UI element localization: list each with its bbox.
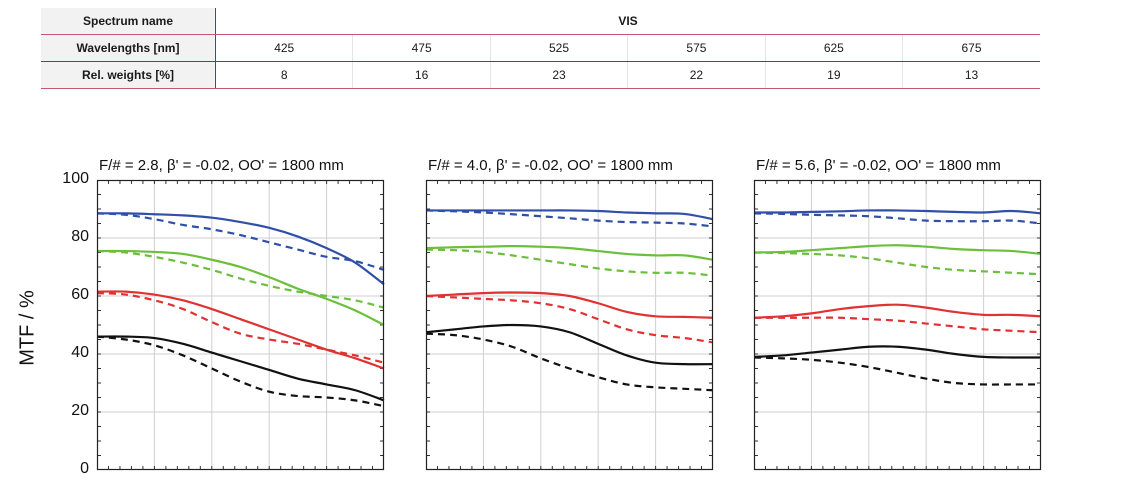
series-line-blue-solid bbox=[96, 212, 385, 286]
plot-frame bbox=[753, 179, 1042, 471]
spectrum-table-body: Spectrum name VIS Wavelengths [nm] 425 475 52… bbox=[41, 8, 1040, 89]
series-line-black-dashed bbox=[96, 335, 385, 408]
series-line-blue-dashed bbox=[753, 212, 1042, 225]
series-line-red-solid bbox=[425, 291, 714, 319]
series-line-green-solid bbox=[753, 244, 1042, 256]
series-line-green-solid bbox=[96, 249, 385, 326]
table-row: Rel. weights [%] 8 16 23 22 19 13 bbox=[41, 61, 1040, 89]
series-line-black-dashed bbox=[753, 356, 1041, 386]
table-row: Wavelengths [nm] 425 475 525 575 625 675 bbox=[41, 34, 1040, 62]
table-row: Spectrum name VIS bbox=[41, 8, 1040, 35]
series-line-black-dashed bbox=[425, 332, 714, 392]
series-line-red-dashed bbox=[96, 292, 385, 364]
spectrum-table: Spectrum name VIS Wavelengths [nm] 425 475 52… bbox=[41, 8, 1040, 89]
y-tick-label: 0 bbox=[80, 460, 89, 477]
series-line-red-solid bbox=[96, 290, 385, 370]
table-cell: VIS bbox=[215, 8, 1040, 35]
table-cell: 23 bbox=[490, 61, 629, 89]
series-line-red-solid bbox=[753, 303, 1042, 319]
plot-frame bbox=[96, 179, 385, 471]
series-line-red-dashed bbox=[425, 294, 714, 344]
series-line-blue-solid bbox=[753, 209, 1042, 215]
y-tick-label: 100 bbox=[62, 170, 89, 187]
table-cell: 8 bbox=[215, 61, 354, 89]
series-line-green-dashed bbox=[96, 249, 385, 309]
y-tick-label: 20 bbox=[71, 402, 89, 419]
table-cell: 13 bbox=[902, 61, 1040, 89]
mtf-chart bbox=[753, 179, 1042, 471]
plot-frame bbox=[425, 179, 714, 471]
series-line-black-solid bbox=[425, 323, 714, 366]
table-cell: 675 bbox=[902, 34, 1040, 62]
series-line-blue-solid bbox=[426, 209, 714, 221]
table-cell: 425 bbox=[215, 34, 354, 62]
y-tick-label: 80 bbox=[71, 228, 89, 245]
table-cell: 575 bbox=[627, 34, 766, 62]
series-line-green-solid bbox=[425, 245, 714, 261]
series-line-blue-dashed bbox=[96, 212, 385, 271]
chart-title: F/# = 5.6, β' = -0.02, OO' = 1800 mm bbox=[756, 157, 1001, 174]
table-cell: 625 bbox=[765, 34, 904, 62]
series-line-green-dashed bbox=[425, 248, 714, 277]
table-row-label: Rel. weights [%] bbox=[41, 61, 216, 89]
y-axis-label: MTF / % bbox=[16, 290, 39, 366]
table-cell: 525 bbox=[490, 34, 629, 62]
table-cell: 22 bbox=[627, 61, 766, 89]
y-tick-label: 60 bbox=[71, 286, 89, 303]
mtf-chart bbox=[96, 179, 385, 471]
table-cell: 16 bbox=[352, 61, 491, 89]
series-line-red-dashed bbox=[754, 316, 1042, 334]
table-cell: 19 bbox=[765, 61, 904, 89]
y-tick-label: 40 bbox=[71, 344, 89, 361]
mtf-chart bbox=[425, 179, 714, 471]
series-line-blue-dashed bbox=[425, 209, 714, 228]
table-cell: 475 bbox=[352, 34, 491, 62]
series-line-black-solid bbox=[96, 335, 385, 402]
series-line-black-solid bbox=[753, 345, 1042, 359]
table-row-label: Wavelengths [nm] bbox=[41, 34, 216, 62]
table-row-label: Spectrum name bbox=[41, 8, 216, 35]
chart-title: F/# = 4.0, β' = -0.02, OO' = 1800 mm bbox=[428, 157, 673, 174]
chart-title: F/# = 2.8, β' = -0.02, OO' = 1800 mm bbox=[99, 157, 344, 174]
series-line-green-dashed bbox=[753, 251, 1042, 276]
